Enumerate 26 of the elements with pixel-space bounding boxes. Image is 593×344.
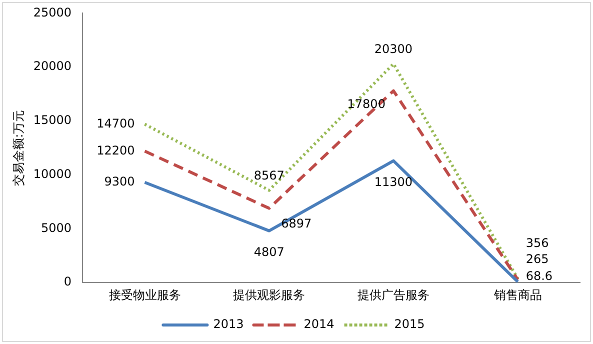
y-tick-label: 0 (64, 274, 72, 289)
data-label: 265 (526, 252, 549, 266)
data-label: 4807 (254, 244, 284, 259)
y-tick-label: 25000 (33, 5, 72, 20)
data-label: 9300 (104, 174, 135, 189)
y-tick-label: 15000 (33, 113, 72, 128)
y-tick-label: 5000 (41, 220, 72, 235)
data-label: 12200 (96, 143, 135, 158)
y-tick-label: 20000 (33, 59, 72, 74)
legend-label: 2013 (213, 317, 244, 332)
data-label: 8567 (254, 168, 284, 182)
data-label: 14700 (96, 116, 135, 130)
data-label: 20300 (374, 42, 413, 56)
data-label: 17800 (347, 96, 386, 111)
x-tick-label: 提供观影服务 (233, 288, 306, 302)
x-tick-label: 接受物业服务 (108, 288, 181, 302)
data-label: 68.6 (526, 268, 553, 283)
y-axis-title: 交易金额:万元 (11, 110, 26, 186)
data-label: 6897 (281, 216, 312, 230)
x-tick-label: 提供广告服务 (357, 288, 430, 302)
y-tick-label: 10000 (33, 166, 72, 181)
x-tick-label: 销售商品 (492, 288, 542, 302)
legend-label: 2014 (304, 317, 334, 332)
legend-label: 2015 (394, 317, 425, 332)
data-label: 356 (526, 236, 549, 250)
data-label: 11300 (374, 174, 413, 189)
